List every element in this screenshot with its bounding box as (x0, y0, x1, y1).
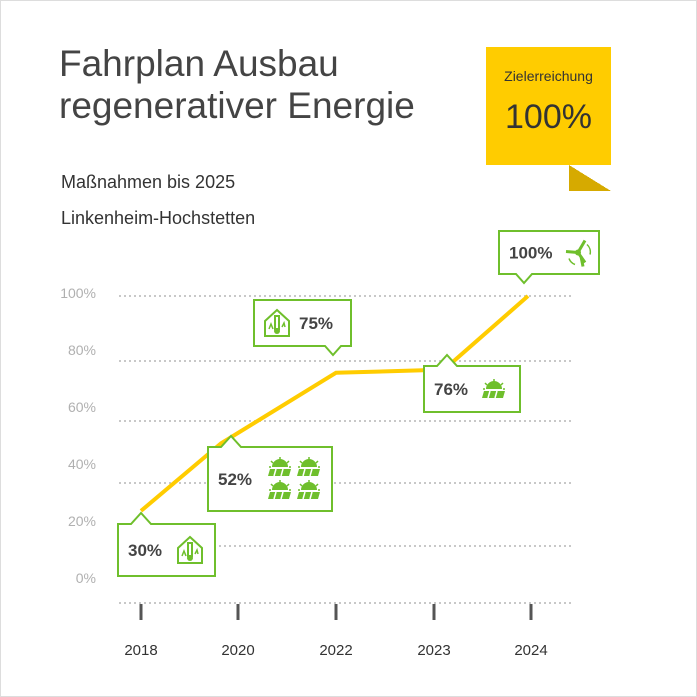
goal-label: Zielerreichung (504, 68, 593, 84)
solar-panel-icon (482, 379, 505, 399)
callout-2024: 100% (498, 230, 600, 285)
callout-value: 52% (218, 470, 252, 489)
solar-panel-icon (268, 457, 291, 477)
house-thermometer-icon (177, 535, 203, 564)
callout-2022: 75% (253, 299, 352, 357)
y-tick-label: 20% (68, 513, 96, 529)
solar-panel-icon (297, 457, 320, 477)
callout-2018: 30% (117, 511, 216, 577)
y-tick-label: 80% (68, 342, 96, 358)
callout-2020: 52% (207, 434, 333, 512)
callout-value: 30% (128, 541, 162, 560)
badge-fold (569, 165, 611, 191)
title-line-1: Fahrplan Ausbau (59, 43, 339, 84)
callout-box (253, 299, 352, 357)
title-line-2: regenerativer Energie (59, 85, 415, 126)
callout-value: 75% (299, 314, 333, 333)
wind-turbine-icon (565, 239, 592, 267)
callout-value: 76% (434, 380, 468, 399)
y-tick-label: 60% (68, 399, 96, 415)
goal-value: 100% (505, 98, 592, 136)
solar-panel-icon (297, 480, 320, 500)
subtitle-measures: Maßnahmen bis 2025 (61, 172, 236, 192)
goal-badge: Zielerreichung 100% (486, 47, 611, 165)
y-tick-label: 40% (68, 456, 96, 472)
y-tick-label: 100% (60, 285, 96, 301)
house-thermometer-icon (264, 308, 290, 337)
subtitle-location: Linkenheim-Hochstetten (61, 208, 256, 228)
page-title: Fahrplan Ausbau regenerativer Energie (59, 43, 415, 127)
callout-2023: 76% (423, 353, 521, 413)
x-tick-label: 2023 (417, 642, 450, 659)
x-tick-label: 2020 (221, 642, 254, 659)
x-tick-label: 2018 (124, 642, 157, 659)
callout-value: 100% (509, 244, 552, 263)
callout-box (498, 230, 600, 285)
solar-panel-icon (268, 480, 291, 500)
y-tick-label: 0% (76, 570, 96, 586)
x-tick-label: 2024 (514, 642, 547, 659)
x-tick-label: 2022 (319, 642, 352, 659)
